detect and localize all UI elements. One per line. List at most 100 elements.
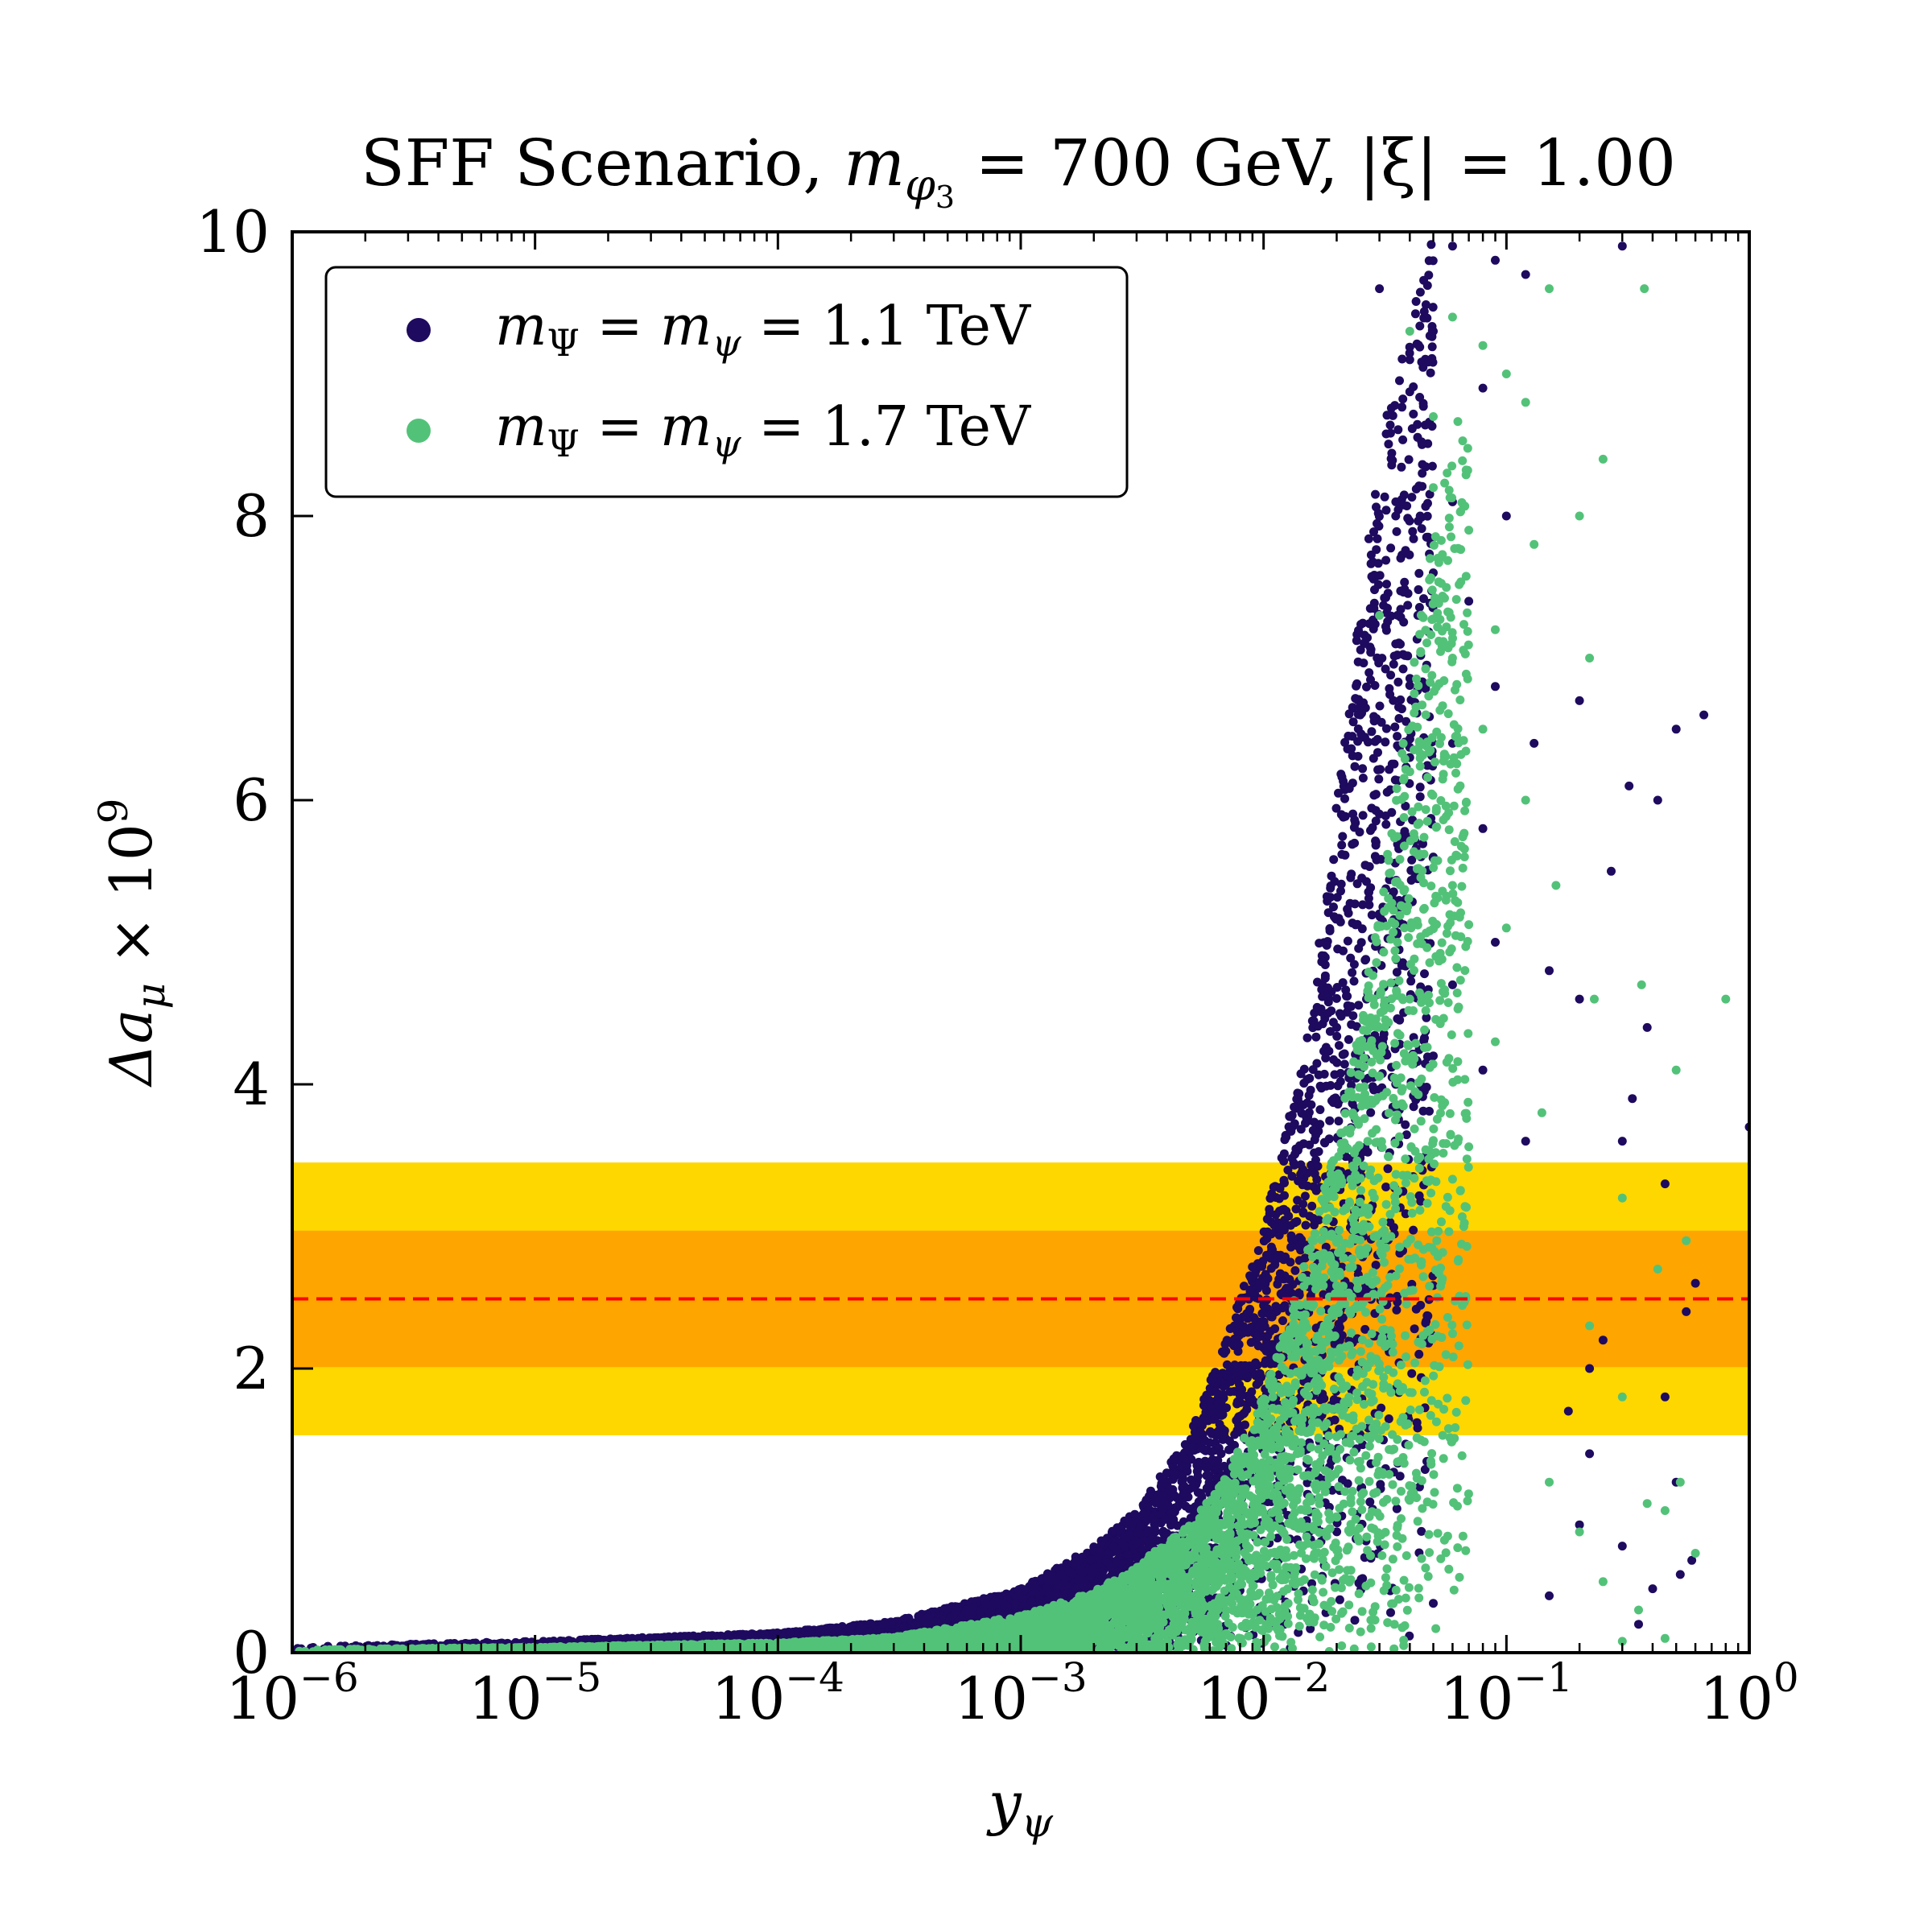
scatter-point [1338,832,1348,841]
scatter-point [1205,1438,1215,1447]
scatter-point [1390,722,1400,732]
scatter-point [1279,1175,1289,1185]
scatter-point [1396,613,1406,622]
scatter-point [1313,977,1322,987]
scatter-point [1364,887,1373,897]
scatter-point [1390,775,1400,785]
scatter-point [1242,1371,1252,1381]
scatter-point [1373,534,1382,543]
scatter-point [1348,717,1358,727]
chart-title-xi: |ξ| = 1.00 [1359,126,1676,200]
chart-title-prefix: SFF Scenario, [361,126,844,200]
scatter-point [1295,1243,1305,1253]
scatter-point [1338,1476,1347,1485]
scatter-point [1424,270,1434,280]
scatter-point [1336,1011,1346,1021]
scatter-point [1350,838,1360,848]
scatter-point [1162,1468,1171,1478]
scatter-point [1415,287,1425,297]
scatter-point [1314,1070,1323,1080]
scatter-point [1335,917,1345,927]
scatter-point [1188,1483,1197,1492]
scatter-point [1278,1205,1287,1215]
scatter-point [1220,1340,1230,1349]
scatter-point [1338,1050,1348,1059]
scatter-point [1408,526,1418,536]
scatter-point [1313,1162,1323,1171]
scatter-point [1389,659,1398,669]
scatter-point [1298,1166,1307,1176]
scatter-point [1370,619,1380,629]
scatter-point [1405,674,1414,683]
scatter-point [1374,774,1384,784]
scatter-point [1392,968,1402,977]
scatter-point [1336,770,1346,779]
scatter-point [1323,908,1333,918]
scatter-point [1410,1324,1419,1334]
scatter-point [1325,1116,1335,1125]
scatter-point [1291,1204,1301,1214]
scatter-point [1324,1046,1334,1056]
scatter-point [1332,1527,1342,1537]
scatter-point [1381,506,1391,515]
chart-title-mass-subsubscript: 3 [935,180,955,215]
scatter-point [1078,1552,1088,1562]
scatter-point [1423,357,1433,367]
scatter-point [1300,1191,1310,1201]
scatter-point [1271,1302,1281,1311]
scatter-point [1283,1166,1293,1174]
scatter-point [1400,577,1410,587]
scatter-point [1323,997,1333,1007]
scatter-point [1343,992,1352,1001]
scatter-point [1220,1461,1229,1471]
scatter-point [1263,1331,1273,1341]
scatter-point [1333,1081,1343,1091]
scatter-point [1415,792,1425,802]
scatter-point [1322,892,1331,902]
scatter-point [1409,1225,1418,1235]
scatter-point [1420,1034,1429,1042]
scatter-point [1410,309,1420,319]
scatter-point [1373,509,1383,518]
scatter-point [1253,1283,1263,1293]
scatter-point [1381,1183,1391,1191]
scatter-point [1218,1368,1228,1378]
scatter-point [1397,462,1406,472]
scatter-point [1383,604,1392,613]
scatter-point [1403,588,1413,598]
scatter-point [1366,1108,1376,1117]
scatter-point [1030,1583,1040,1593]
scatter-point [1265,1204,1274,1214]
scatter-point [1290,1265,1300,1275]
scatter-point [1335,1323,1344,1332]
scatter-point [1361,955,1371,964]
scatter-point [1169,1515,1179,1525]
scatter-point [1290,1102,1299,1112]
scatter-point [1166,1485,1175,1495]
scatter-point [1391,497,1401,506]
scatter-point [1255,1261,1265,1269]
scatter-point [1415,511,1425,521]
scatter-point [1348,1011,1358,1021]
scatter-point [1422,532,1431,542]
scatter-point [1245,1304,1255,1314]
scatter-point [1366,826,1375,836]
scatter-point [1366,647,1376,657]
scatter-point [1401,1209,1410,1219]
points-layer [293,240,1749,1653]
scatter-point [1399,490,1409,500]
scatter-point [1344,1034,1353,1044]
scatter-point [1350,762,1360,771]
scatter-point [1318,992,1327,1001]
scatter-point [1075,1562,1085,1571]
scatter-point [1329,902,1338,912]
scatter-point [1422,1013,1431,1022]
scatter-point [1409,1102,1418,1112]
scatter-point [1352,879,1362,889]
scatter-point [1418,440,1426,449]
scatter-point [1353,696,1363,705]
scatter-point [1395,1472,1405,1481]
scatter-point [1370,737,1380,746]
scatter-point [1315,1120,1325,1129]
